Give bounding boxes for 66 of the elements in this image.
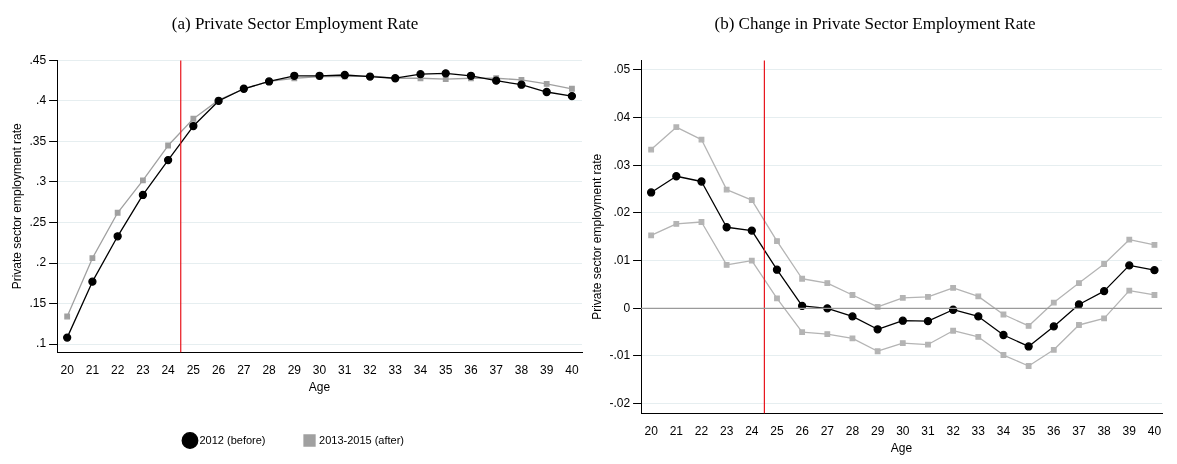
y-tick-label: .2 <box>36 255 47 270</box>
x-tick-label: 23 <box>136 362 150 377</box>
y-axis-title: Private sector employment rate <box>589 153 604 320</box>
x-tick-label: 24 <box>745 423 759 438</box>
y-tick-label: .15 <box>29 295 47 310</box>
y-tick-label: 0 <box>623 300 631 315</box>
x-tick-label: 20 <box>60 362 75 377</box>
x-tick-label: 26 <box>211 362 226 377</box>
x-tick-label: 40 <box>1147 423 1162 438</box>
x-tick-label: 37 <box>489 362 504 377</box>
x-tick-label: 35 <box>1021 423 1036 438</box>
x-tick-label: 27 <box>820 423 835 438</box>
x-tick-label: 33 <box>388 362 403 377</box>
chart-title: (b) Change in Private Sector Employment Rate <box>714 13 1036 33</box>
x-tick-label: 32 <box>363 362 378 377</box>
x-tick-label: 21 <box>669 423 684 438</box>
x-tick-label: 38 <box>514 362 529 377</box>
x-tick-label: 31 <box>338 362 352 377</box>
y-tick-label: .45 <box>29 52 47 67</box>
y-tick-label: .02 <box>613 205 631 220</box>
x-tick-label: 25 <box>770 423 784 438</box>
x-tick-label: 32 <box>946 423 961 438</box>
x-tick-label: 36 <box>464 362 478 377</box>
x-tick-label: 39 <box>539 362 554 377</box>
y-axis-title: Private sector employment rate <box>9 122 24 290</box>
y-tick-label: .04 <box>613 109 631 124</box>
x-tick-label: 21 <box>85 362 100 377</box>
x-tick-label: 26 <box>795 423 810 438</box>
y-tick-label: .1 <box>36 336 47 351</box>
y-tick-label: .25 <box>29 214 47 229</box>
x-tick-label: 27 <box>237 362 251 377</box>
x-tick-label: 38 <box>1097 423 1112 438</box>
y-tick-label: .3 <box>36 174 47 189</box>
x-tick-label: 28 <box>262 362 277 377</box>
y-tick-label: .35 <box>29 133 47 148</box>
x-tick-label: 20 <box>644 423 659 438</box>
x-tick-label: 28 <box>845 423 860 438</box>
y-tick-label: .4 <box>36 93 47 108</box>
x-tick-label: 29 <box>287 362 302 377</box>
x-tick-label: 23 <box>719 423 734 438</box>
y-tick-label: .01 <box>613 252 631 267</box>
y-tick-label: -.02 <box>609 395 631 410</box>
y-tick-label: .05 <box>613 62 631 77</box>
x-axis-title: Age <box>308 380 331 395</box>
chart-title: (a) Private Sector Employment Rate <box>171 13 419 33</box>
legend-label: 2013-2015 (after) <box>319 433 405 446</box>
x-tick-label: 24 <box>161 362 176 377</box>
x-tick-label: 39 <box>1122 423 1137 438</box>
x-tick-label: 30 <box>312 362 327 377</box>
x-tick-label: 34 <box>996 423 1011 438</box>
x-tick-label: 40 <box>565 362 579 377</box>
y-tick-label: .03 <box>613 157 631 172</box>
x-tick-label: 29 <box>870 423 885 438</box>
y-tick-label: -.01 <box>609 348 631 363</box>
x-tick-label: 33 <box>971 423 986 438</box>
x-tick-label: 34 <box>413 362 428 377</box>
x-tick-label: 22 <box>694 423 709 438</box>
x-tick-label: 25 <box>186 362 201 377</box>
x-tick-label: 30 <box>896 423 910 438</box>
x-tick-label: 35 <box>439 362 453 377</box>
x-tick-label: 22 <box>110 362 125 377</box>
x-tick-label: 36 <box>1047 423 1061 438</box>
x-axis-title: Age <box>890 441 913 456</box>
x-tick-label: 37 <box>1072 423 1086 438</box>
x-tick-label: 31 <box>921 423 935 438</box>
legend-label: 2012 (before) <box>199 433 266 446</box>
